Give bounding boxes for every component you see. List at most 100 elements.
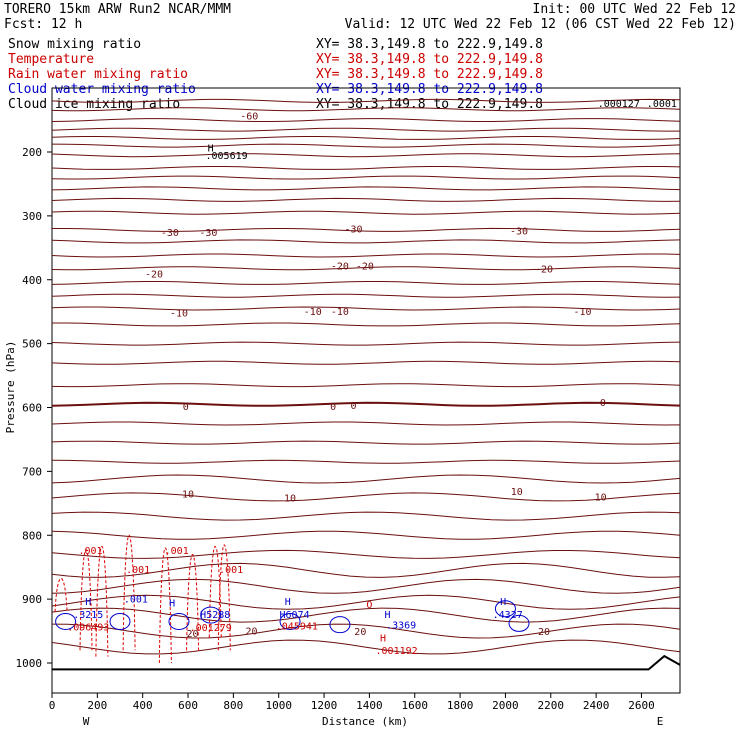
rain-water-contour <box>158 547 172 664</box>
maximum-label: .096493 <box>67 623 109 634</box>
temperature-contour <box>51 578 681 594</box>
contour-label: 10 <box>595 492 607 503</box>
contour-label: 0 <box>600 398 606 409</box>
y-tick-label: 700 <box>22 465 42 478</box>
x-tick-label: 0 <box>49 699 56 712</box>
x-tick-label: 2400 <box>583 699 610 712</box>
plot-frame <box>51 87 681 694</box>
temperature-contour <box>51 474 681 484</box>
maximum-label: H6074 <box>280 610 310 621</box>
legend-xy: XY= 38.3,149.8 to 222.9,149.8 <box>316 37 543 52</box>
x-tick-label: 800 <box>223 699 243 712</box>
plot-area: 0 200 400 600 800 1000 1200 1400 1600 1800 2000 220… <box>16 87 681 712</box>
temperature-contour <box>51 210 681 215</box>
temperature-contour <box>51 440 681 445</box>
temperature-contour <box>51 360 681 365</box>
rain-water-contour <box>122 534 136 651</box>
maximum-label: .001279 <box>190 623 232 634</box>
contour-label: 20 <box>538 627 550 638</box>
rain-water-contour <box>186 554 200 651</box>
rain-water-contour <box>208 545 222 638</box>
rain-water-contour <box>217 544 231 651</box>
legend-label: Rain water mixing ratio <box>8 67 188 82</box>
maximum-label: H <box>500 597 506 608</box>
maximum-label: .3369 <box>386 621 416 632</box>
x-tick-label: 200 <box>87 699 107 712</box>
rain-water-contour <box>95 545 109 657</box>
legend-label: Snow mixing ratio <box>8 37 141 52</box>
x-tick-label: 2600 <box>628 699 655 712</box>
y-tick-label: 1000 <box>16 657 43 670</box>
contour-label: 20 <box>187 629 199 640</box>
maximum-label: H <box>208 144 214 155</box>
contour-label: -30 <box>161 228 179 239</box>
maximum-label: .4327 <box>493 610 523 621</box>
maximum-label: .005619 <box>205 151 247 162</box>
temperature-contour <box>51 186 681 191</box>
x-tick-label: 400 <box>133 699 153 712</box>
west-label: W <box>83 715 90 728</box>
temperature-contour <box>52 322 681 327</box>
maximum-label: .001 <box>126 565 150 576</box>
contour-label: -30 <box>199 228 217 239</box>
contour-label: 0 <box>330 402 336 413</box>
header-init: Init: 00 UTC Wed 22 Feb 12 <box>533 2 737 17</box>
header-left-line2: Fcst: 12 h <box>4 17 82 32</box>
maximum-label: H <box>85 597 91 608</box>
maximum-label: H <box>385 610 391 621</box>
y-tick-label: 800 <box>22 529 42 542</box>
legend-xy: XY= 38.3,149.8 to 222.9,149.8 <box>316 82 543 97</box>
temperature-contour <box>51 341 681 346</box>
maximum-label: .001192 <box>376 646 418 657</box>
maximum-label: O <box>366 600 372 611</box>
maximum-label: .001 <box>165 546 189 557</box>
legend-xy: XY= 38.3,149.8 to 222.9,149.8 <box>316 67 543 82</box>
legend-xy: XY= 38.3,149.8 to 222.9,149.8 <box>316 52 543 67</box>
temperature-contour <box>51 594 681 610</box>
maximum-label: .000127 <box>598 99 640 110</box>
contour-label: -20 <box>145 269 163 280</box>
contour-label: -30 <box>344 225 362 236</box>
contour-label: 20 <box>245 626 257 637</box>
contour-label: 0 <box>351 401 357 412</box>
maximum-label: .3215 <box>73 610 103 621</box>
temperature-contour <box>51 562 681 578</box>
temperature-contour <box>51 639 681 655</box>
x-tick-label: 1600 <box>401 699 428 712</box>
contour-label: -20 <box>356 262 374 273</box>
y-tick-label: 300 <box>22 210 42 223</box>
temperature-contour <box>51 175 681 180</box>
temperature-contour <box>51 153 681 158</box>
temperature-contour <box>51 623 681 639</box>
x-axis-label: Distance (km) <box>322 715 408 728</box>
temperature-contour <box>51 549 681 559</box>
cloud-water-contour <box>329 616 351 634</box>
header-left-line1: TORERO 15km ARW Run2 NCAR/MMM <box>4 2 231 17</box>
maximum-label: H <box>380 633 386 644</box>
legend-label: Temperature <box>8 52 94 67</box>
contour-label: 20 <box>354 627 366 638</box>
contour-label: -30 <box>510 227 528 238</box>
temperature-contour <box>51 118 681 122</box>
temperature-contour <box>51 166 681 170</box>
temperature-contour <box>51 197 681 202</box>
x-tick-label: 600 <box>178 699 198 712</box>
contour-label: -60 <box>240 112 258 123</box>
y-tick-label: 400 <box>22 274 42 287</box>
y-tick-label: 600 <box>22 402 42 415</box>
header-valid: Valid: 12 UTC Wed 22 Feb 12 (06 CST Wed … <box>345 17 736 32</box>
x-tick-label: 2200 <box>538 699 565 712</box>
temperature-contour <box>51 306 681 311</box>
temperature-contour <box>51 607 681 623</box>
temperature-contour <box>52 227 681 232</box>
maximum-label: H <box>285 597 291 608</box>
maximum-label: .001 <box>219 565 243 576</box>
cloud-water-contour <box>55 612 77 630</box>
contour-label: -10 <box>170 308 188 319</box>
rain-water-contour <box>79 549 93 651</box>
temperature-contour <box>51 492 681 502</box>
maximum-label: .001 <box>78 546 102 557</box>
temperature-contour <box>51 98 681 103</box>
maximum-label: .045941 <box>276 621 318 632</box>
